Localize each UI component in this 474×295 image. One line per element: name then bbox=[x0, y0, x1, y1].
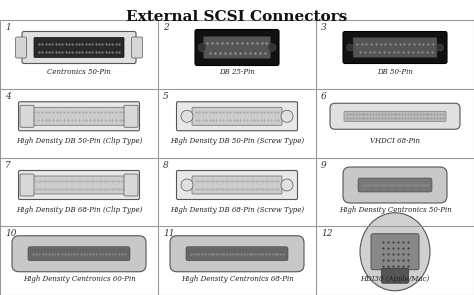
Text: 9: 9 bbox=[321, 160, 327, 170]
Text: HDI30 (Apple/Mac): HDI30 (Apple/Mac) bbox=[360, 275, 429, 283]
Ellipse shape bbox=[360, 213, 430, 291]
Text: High Density Centronics 60-Pin: High Density Centronics 60-Pin bbox=[23, 275, 136, 283]
Text: High Density DB 50-Pin (Screw Type): High Density DB 50-Pin (Screw Type) bbox=[170, 137, 304, 145]
FancyBboxPatch shape bbox=[186, 247, 288, 261]
Text: 11: 11 bbox=[163, 229, 174, 238]
Circle shape bbox=[281, 179, 293, 191]
FancyBboxPatch shape bbox=[20, 105, 34, 127]
FancyBboxPatch shape bbox=[18, 102, 139, 131]
Text: High Density DB 50-Pin (Clip Type): High Density DB 50-Pin (Clip Type) bbox=[16, 137, 142, 145]
Text: DB 50-Pin: DB 50-Pin bbox=[377, 68, 413, 76]
FancyBboxPatch shape bbox=[18, 171, 139, 199]
FancyBboxPatch shape bbox=[358, 178, 432, 192]
FancyBboxPatch shape bbox=[343, 32, 447, 63]
Text: Centronics 50-Pin: Centronics 50-Pin bbox=[47, 68, 111, 76]
FancyBboxPatch shape bbox=[32, 176, 126, 194]
FancyBboxPatch shape bbox=[124, 174, 138, 196]
FancyBboxPatch shape bbox=[192, 176, 282, 194]
Circle shape bbox=[346, 44, 354, 51]
Circle shape bbox=[281, 110, 293, 122]
Text: High Density Centronics 50-Pin: High Density Centronics 50-Pin bbox=[338, 206, 451, 214]
Text: 4: 4 bbox=[5, 92, 11, 101]
Circle shape bbox=[181, 179, 193, 191]
FancyBboxPatch shape bbox=[16, 37, 27, 58]
Text: High Density DB 68-Pin (Clip Type): High Density DB 68-Pin (Clip Type) bbox=[16, 206, 142, 214]
Text: 8: 8 bbox=[163, 160, 169, 170]
Text: High Density DB 68-Pin (Screw Type): High Density DB 68-Pin (Screw Type) bbox=[170, 206, 304, 214]
Text: 3: 3 bbox=[321, 23, 327, 32]
Text: 5: 5 bbox=[163, 92, 169, 101]
Circle shape bbox=[198, 43, 206, 52]
FancyBboxPatch shape bbox=[195, 30, 279, 65]
FancyBboxPatch shape bbox=[344, 111, 446, 121]
Text: DB 25-Pin: DB 25-Pin bbox=[219, 68, 255, 76]
Text: VHDCI 68-Pin: VHDCI 68-Pin bbox=[370, 137, 420, 145]
FancyBboxPatch shape bbox=[343, 167, 447, 203]
FancyBboxPatch shape bbox=[353, 37, 437, 58]
FancyBboxPatch shape bbox=[30, 107, 128, 125]
FancyBboxPatch shape bbox=[330, 103, 460, 129]
Text: High Density Centronics 68-Pin: High Density Centronics 68-Pin bbox=[181, 275, 293, 283]
FancyBboxPatch shape bbox=[192, 107, 282, 125]
FancyBboxPatch shape bbox=[34, 37, 124, 58]
Text: 10: 10 bbox=[5, 229, 17, 238]
FancyBboxPatch shape bbox=[203, 37, 271, 58]
FancyBboxPatch shape bbox=[371, 234, 419, 270]
FancyBboxPatch shape bbox=[12, 236, 146, 272]
FancyBboxPatch shape bbox=[131, 37, 143, 58]
FancyBboxPatch shape bbox=[22, 32, 136, 63]
Circle shape bbox=[268, 43, 276, 52]
FancyBboxPatch shape bbox=[20, 174, 34, 196]
FancyBboxPatch shape bbox=[382, 268, 409, 283]
FancyBboxPatch shape bbox=[170, 236, 304, 272]
FancyBboxPatch shape bbox=[28, 247, 130, 261]
Text: 2: 2 bbox=[163, 23, 169, 32]
Text: External SCSI Connectors: External SCSI Connectors bbox=[127, 10, 347, 24]
Text: 6: 6 bbox=[321, 92, 327, 101]
Text: 1: 1 bbox=[5, 23, 11, 32]
Text: 12: 12 bbox=[321, 229, 332, 238]
FancyBboxPatch shape bbox=[176, 102, 298, 131]
Text: 7: 7 bbox=[5, 160, 11, 170]
Circle shape bbox=[181, 110, 193, 122]
FancyBboxPatch shape bbox=[124, 105, 138, 127]
FancyBboxPatch shape bbox=[176, 171, 298, 199]
Circle shape bbox=[437, 44, 444, 51]
